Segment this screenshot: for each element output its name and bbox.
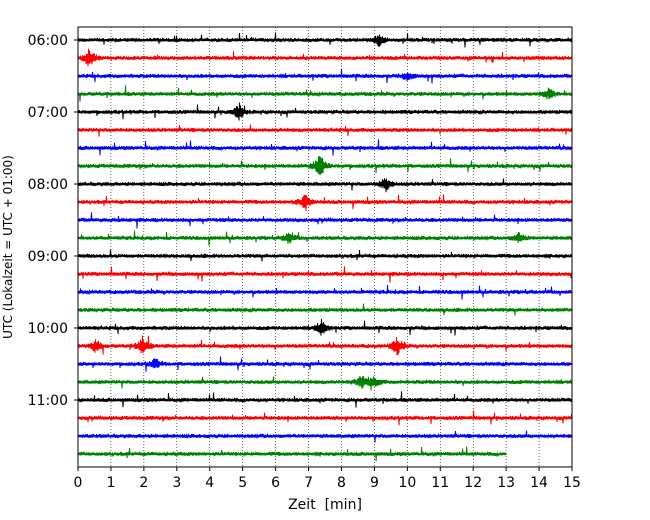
x-tick-label: 10 — [398, 475, 416, 491]
seismogram-trace — [77, 68, 573, 84]
seismogram-trace — [77, 102, 573, 121]
seismogram-trace — [77, 391, 573, 408]
x-tick-label: 13 — [497, 475, 515, 491]
y-tick-label: 06:00 — [28, 33, 68, 49]
x-tick-label: 5 — [238, 475, 247, 491]
y-tick-label: 08:00 — [28, 177, 68, 193]
seismogram-trace — [77, 32, 573, 48]
seismogram-trace — [77, 124, 573, 137]
x-tick-label: 11 — [431, 475, 449, 491]
x-tick-label: 2 — [139, 475, 148, 491]
seismogram-trace — [77, 156, 573, 176]
seismogram-trace — [77, 303, 573, 316]
seismogram-trace — [77, 266, 573, 283]
x-axis-title: Zeit [min] — [288, 497, 362, 513]
plot-background — [78, 27, 572, 467]
seismogram-trace — [77, 376, 573, 391]
x-tick-label: 0 — [74, 475, 83, 491]
seismogram-trace — [77, 139, 573, 156]
y-axis-ticks: 06:00 07:00 08:00 09:00 10:00 11:00 — [28, 33, 78, 409]
seismogram-trace — [77, 318, 573, 336]
seismogram-trace — [77, 335, 573, 356]
seismogram-trace — [77, 48, 573, 67]
x-tick-label: 8 — [337, 475, 346, 491]
seismogram-trace — [77, 178, 573, 193]
seismogram-trace — [77, 410, 573, 426]
x-tick-label: 15 — [563, 475, 581, 491]
seismogram-trace — [77, 430, 573, 443]
seismogram-trace — [77, 212, 573, 229]
seismogram-trace — [77, 284, 573, 300]
seismogram-trace — [77, 194, 573, 211]
seismogram-trace — [77, 230, 573, 246]
plot-frame — [77, 26, 573, 468]
y-tick-label: 09:00 — [28, 249, 68, 265]
y-axis-title: UTC (Lokalzeit = UTC + 01:00) — [1, 155, 15, 339]
x-tick-label: 12 — [464, 475, 482, 491]
y-tick-label: 10:00 — [28, 321, 68, 337]
x-tick-label: 6 — [271, 475, 280, 491]
trace-group — [77, 32, 573, 462]
x-axis-ticks: 0 1 2 3 4 5 6 7 8 9 10 11 12 13 14 15 — [74, 467, 581, 491]
x-tick-label: 3 — [172, 475, 181, 491]
x-tick-label: 14 — [530, 475, 548, 491]
seismogram-trace — [77, 85, 573, 102]
x-tick-label: 9 — [370, 475, 379, 491]
x-tick-label: 7 — [304, 475, 313, 491]
seismogram-trace — [77, 446, 507, 462]
x-tick-label: 1 — [106, 475, 115, 491]
x-tick-label: 4 — [205, 475, 214, 491]
seismogram-trace — [77, 249, 573, 262]
y-tick-label: 07:00 — [28, 105, 68, 121]
seismogram-trace — [77, 356, 573, 372]
y-tick-label: 11:00 — [28, 393, 68, 409]
